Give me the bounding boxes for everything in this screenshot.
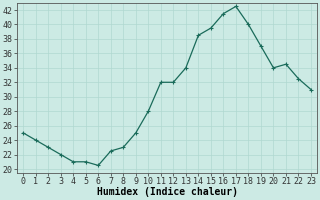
X-axis label: Humidex (Indice chaleur): Humidex (Indice chaleur) [97, 187, 237, 197]
